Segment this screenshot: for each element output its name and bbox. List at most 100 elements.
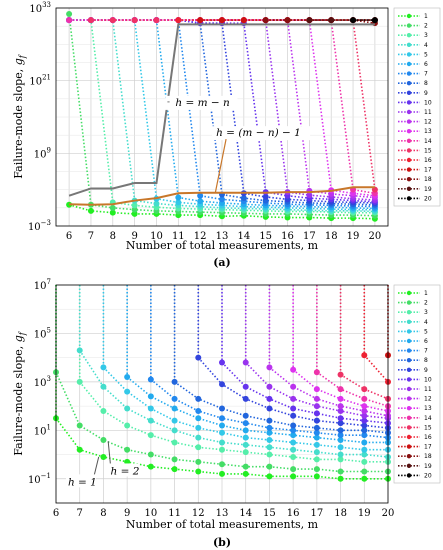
b-point-8-16 — [290, 422, 297, 429]
a-point-11-17 — [306, 192, 313, 199]
b-point-8-14 — [242, 412, 249, 419]
a-point-18-15 — [262, 17, 269, 24]
chart-a-caption: (a) — [213, 256, 231, 269]
a-legend-marker-7 — [406, 71, 412, 76]
a-legend-label-20: 20 — [424, 195, 432, 202]
b-point-7-11 — [171, 395, 178, 402]
b-point-6-13 — [219, 422, 225, 429]
chart-a-yticks: 10−3 109 1021 1033 — [28, 1, 51, 233]
a-point-2-9 — [131, 206, 138, 213]
b-point-5-11 — [171, 417, 178, 424]
b-point-3-9 — [124, 422, 131, 429]
a-legend-marker-8 — [406, 81, 412, 86]
b-legend-marker-20 — [406, 473, 412, 478]
b-legend-label-13: 13 — [424, 405, 432, 412]
b-xtick-label: 7 — [77, 508, 83, 519]
b-xtick-label: 13 — [216, 508, 229, 519]
a-series-11-line — [69, 19, 375, 201]
b-point-13-18 — [337, 395, 344, 402]
b-point-8-19 — [361, 427, 368, 434]
b-point-1-16 — [290, 473, 297, 480]
b-point-11-15 — [266, 383, 273, 390]
b-point-5-9 — [124, 388, 131, 395]
b-point-12-19 — [361, 407, 368, 414]
b-point-9-13 — [219, 381, 225, 388]
b-point-12-18 — [337, 403, 344, 410]
b-legend-label-20: 20 — [424, 472, 432, 479]
b-point-6-10 — [147, 393, 154, 400]
b-point-4-9 — [124, 405, 131, 412]
a-ytick-label: 1021 — [29, 74, 51, 88]
b-point-1-18 — [337, 475, 344, 482]
a-legend-label-13: 13 — [424, 128, 432, 135]
b-xtick-label: 18 — [334, 508, 347, 519]
b-point-9-19 — [361, 422, 368, 429]
a-point-19-17 — [306, 17, 313, 24]
b-point-3-12 — [195, 444, 202, 451]
b-point-2-13 — [219, 461, 225, 468]
a-legend-marker-5 — [406, 52, 412, 57]
b-point-4-15 — [266, 444, 273, 451]
b-point-11-16 — [290, 395, 297, 402]
b-point-12-15 — [266, 364, 273, 371]
annotation-a1: h = (m − n) − 1 — [216, 127, 301, 139]
b-point-4-13 — [219, 439, 225, 446]
b-legend-label-18: 18 — [424, 453, 432, 460]
b-point-10-18 — [337, 415, 344, 422]
a-legend-box — [393, 7, 441, 207]
b-point-1-15 — [266, 473, 273, 480]
b-point-5-16 — [290, 439, 297, 446]
b-series-10-line — [221, 361, 389, 424]
a-point-16-11 — [175, 17, 182, 24]
b-legend-label-15: 15 — [424, 424, 432, 431]
a-xtick-label: 19 — [347, 231, 360, 242]
a-legend-marker-13 — [406, 129, 412, 134]
b-point-1-12 — [195, 468, 202, 475]
annotation-b1-bg — [65, 474, 96, 488]
annotation-b1: h = 1 — [68, 476, 97, 488]
b-point-1-17 — [313, 473, 320, 480]
a-legend-marker-12 — [406, 119, 412, 124]
b-point-2-10 — [147, 451, 154, 458]
b-point-3-18 — [337, 456, 344, 463]
b-point-15-19 — [361, 386, 368, 393]
b-point-2-16 — [290, 466, 297, 473]
a-xtick-label: 17 — [303, 231, 316, 242]
b-point-4-16 — [290, 446, 297, 453]
b-point-5-19 — [361, 446, 368, 453]
a-xtick-label: 16 — [281, 231, 294, 242]
a-xtick-label: 13 — [216, 231, 229, 242]
b-point-11-18 — [337, 407, 344, 414]
b-xtick-label: 9 — [124, 508, 130, 519]
a-point-2-8 — [109, 204, 116, 211]
b-point-7-18 — [337, 432, 344, 439]
b-point-4-10 — [147, 417, 154, 424]
b-point-9-16 — [290, 412, 297, 419]
b-point-10-16 — [290, 405, 297, 412]
b-point-2-7 — [76, 422, 83, 429]
b-point-3-13 — [219, 446, 225, 453]
chart-panel-a: 6 7 8 9 10 11 12 13 14 15 16 17 18 19 20 10−3109102110… — [12, 1, 441, 269]
b-point-7-14 — [242, 420, 249, 427]
a-legend-label-7: 7 — [424, 71, 428, 78]
b-series-1-line — [55, 417, 388, 480]
b-series-3-line — [79, 381, 388, 463]
a-point-1-7 — [87, 207, 94, 214]
b-ytick-label: 105 — [34, 326, 51, 340]
b-legend-label-9: 9 — [424, 367, 428, 374]
a-xtick-label: 8 — [110, 231, 116, 242]
b-point-6-12 — [195, 415, 202, 422]
a-legend-label-1: 1 — [424, 13, 428, 20]
a-legend-marker-17 — [406, 167, 412, 172]
b-point-8-17 — [313, 424, 320, 431]
b-series-14-line — [316, 371, 389, 407]
b-point-2-8 — [100, 437, 107, 444]
a-point-20-19 — [350, 17, 357, 24]
b-point-14-18 — [337, 386, 344, 393]
b-point-13-19 — [361, 403, 368, 410]
b-point-3-10 — [147, 432, 154, 439]
b-point-1-14 — [242, 470, 249, 477]
annotation-a1-bg — [212, 126, 311, 141]
b-legend-marker-8 — [406, 358, 412, 363]
